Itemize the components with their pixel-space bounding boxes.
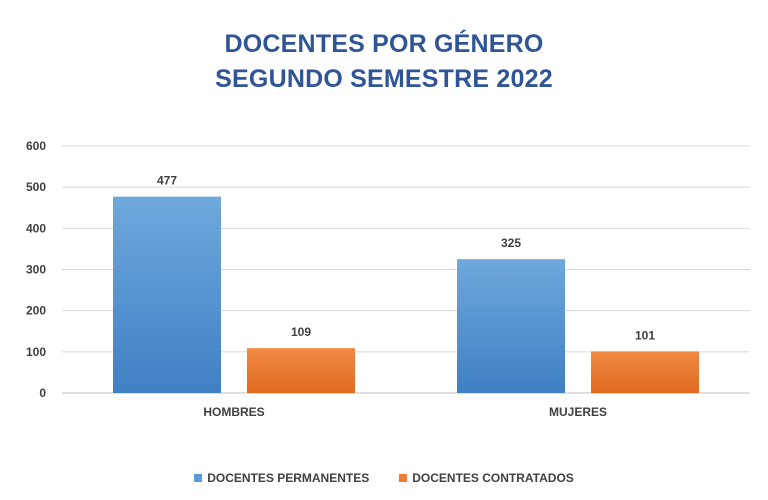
y-tick-label: 500	[26, 180, 46, 194]
legend: DOCENTES PERMANENTES DOCENTES CONTRATADO…	[0, 471, 768, 485]
y-tick-label: 100	[26, 345, 46, 359]
chart-title-line-2: SEGUNDO SEMESTRE 2022	[215, 65, 553, 93]
y-tick-label: 200	[26, 304, 46, 318]
chart-title-line-1: DOCENTES POR GÉNERO	[224, 30, 544, 58]
y-tick-label: 400	[26, 221, 46, 235]
legend-item-contratados: DOCENTES CONTRATADOS	[399, 471, 574, 485]
bar-permanentes-hombres	[113, 196, 221, 393]
legend-swatch-orange	[399, 474, 408, 482]
legend-label-contratados: DOCENTES CONTRATADOS	[412, 471, 574, 485]
data-label: 101	[635, 328, 655, 342]
data-label: 325	[501, 236, 521, 250]
legend-swatch-blue	[194, 474, 203, 482]
data-label: 477	[157, 174, 177, 188]
y-tick-label: 600	[26, 139, 46, 153]
y-tick-label: 0	[39, 386, 46, 400]
legend-label-permanentes: DOCENTES PERMANENTES	[207, 471, 370, 485]
legend-item-permanentes: DOCENTES PERMANENTES	[194, 471, 369, 485]
x-tick-label: MUJERES	[549, 405, 607, 419]
bar-permanentes-mujeres	[457, 259, 565, 393]
data-label: 109	[291, 325, 311, 339]
bar-contratados-hombres	[247, 348, 355, 393]
y-tick-label: 300	[26, 263, 46, 277]
x-tick-label: HOMBRES	[203, 405, 264, 419]
bar-contratados-mujeres	[591, 351, 699, 393]
